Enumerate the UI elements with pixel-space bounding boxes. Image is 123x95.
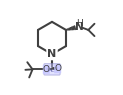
Text: Ac: Ac xyxy=(48,68,56,73)
Text: N: N xyxy=(75,22,84,32)
Text: O: O xyxy=(54,64,61,73)
Text: H: H xyxy=(76,19,83,28)
Text: N: N xyxy=(47,49,57,59)
Text: O: O xyxy=(43,65,50,74)
FancyBboxPatch shape xyxy=(44,64,60,75)
